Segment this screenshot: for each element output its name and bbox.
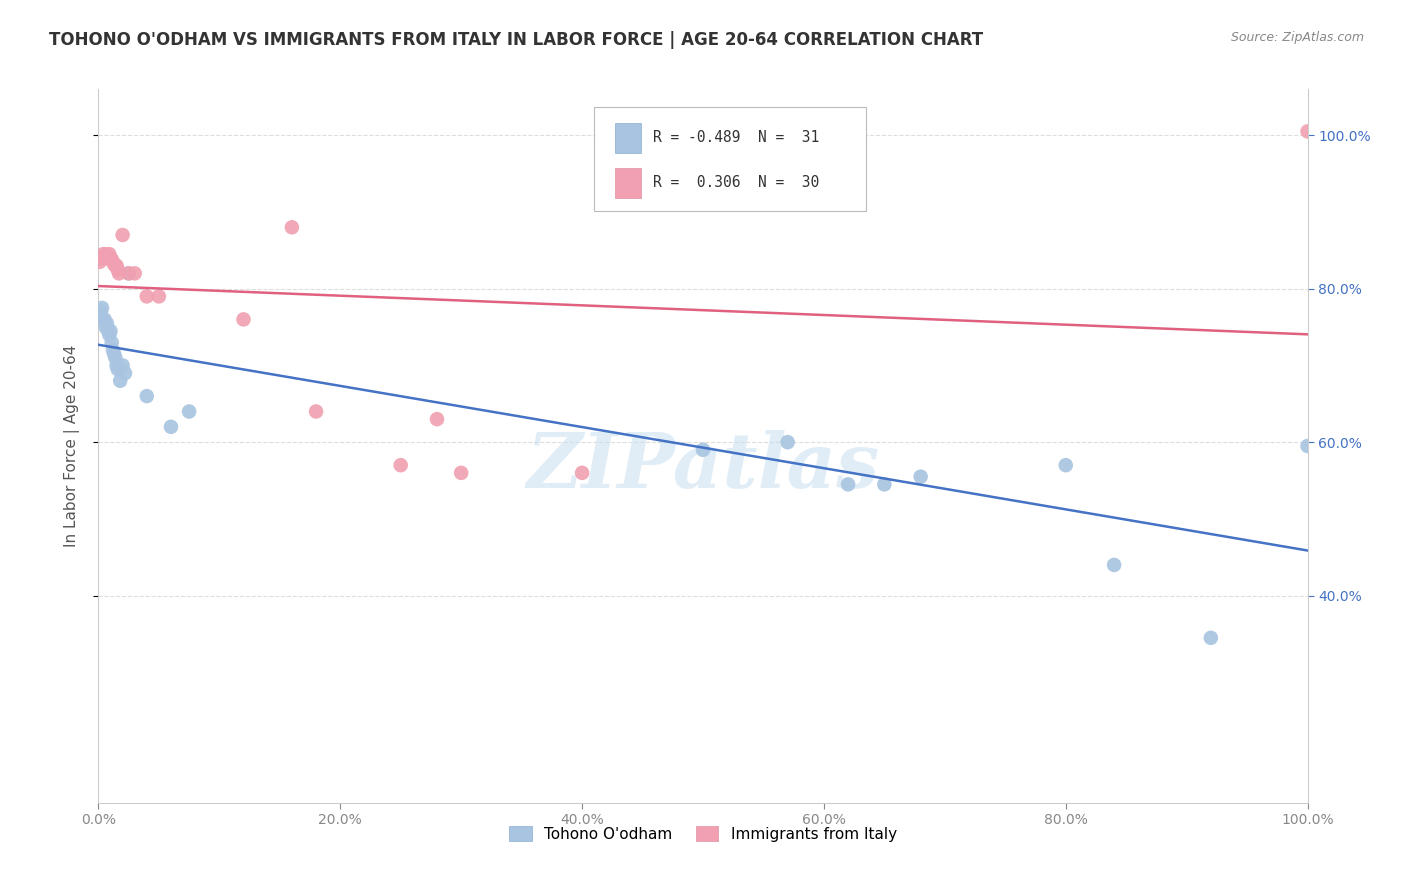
Point xyxy=(135,389,157,403)
Point xyxy=(104,351,127,365)
Point xyxy=(105,259,128,273)
Point xyxy=(873,477,896,491)
Point xyxy=(96,316,118,330)
Point xyxy=(108,266,131,280)
Point xyxy=(96,251,118,265)
Bar xyxy=(614,122,641,153)
Text: Source: ZipAtlas.com: Source: ZipAtlas.com xyxy=(1230,31,1364,45)
Point xyxy=(94,320,117,334)
Point xyxy=(232,312,254,326)
Point xyxy=(389,458,412,473)
Point xyxy=(305,404,328,418)
Point xyxy=(101,255,124,269)
Point xyxy=(98,247,121,261)
Point xyxy=(118,266,141,280)
Point xyxy=(118,266,141,280)
Bar xyxy=(614,168,641,198)
Point xyxy=(107,362,129,376)
Point xyxy=(100,324,122,338)
Point xyxy=(91,251,114,265)
Point xyxy=(93,251,115,265)
Point xyxy=(100,335,122,350)
Point xyxy=(1102,558,1125,572)
Point xyxy=(100,252,122,267)
Point xyxy=(108,374,131,388)
Text: TOHONO O'ODHAM VS IMMIGRANTS FROM ITALY IN LABOR FORCE | AGE 20-64 CORRELATION C: TOHONO O'ODHAM VS IMMIGRANTS FROM ITALY … xyxy=(49,31,983,49)
Point xyxy=(97,324,120,338)
Point xyxy=(103,257,125,271)
Point xyxy=(101,343,124,357)
Point xyxy=(124,266,146,280)
Point xyxy=(776,435,799,450)
Point xyxy=(107,262,129,277)
Point xyxy=(90,304,112,318)
Point xyxy=(160,419,183,434)
Point xyxy=(97,251,120,265)
Point xyxy=(91,301,114,315)
Point xyxy=(94,247,117,261)
Point xyxy=(571,466,593,480)
Point xyxy=(91,312,114,326)
Point xyxy=(281,220,304,235)
Point xyxy=(1296,124,1319,138)
Point xyxy=(93,312,115,326)
Y-axis label: In Labor Force | Age 20-64: In Labor Force | Age 20-64 xyxy=(63,345,80,547)
Point xyxy=(1199,631,1222,645)
Point xyxy=(114,366,136,380)
Point xyxy=(111,227,134,242)
Point xyxy=(148,289,170,303)
Point xyxy=(1296,439,1319,453)
Point xyxy=(100,251,122,265)
Point xyxy=(103,347,125,361)
Point xyxy=(450,466,472,480)
Point xyxy=(179,404,201,418)
Point xyxy=(105,359,128,373)
Point xyxy=(98,327,121,342)
Point xyxy=(111,359,134,373)
FancyBboxPatch shape xyxy=(595,107,866,211)
Point xyxy=(1054,458,1077,473)
Point xyxy=(837,477,859,491)
Legend: Tohono O'odham, Immigrants from Italy: Tohono O'odham, Immigrants from Italy xyxy=(509,826,897,841)
Text: R =  0.306  N =  30: R = 0.306 N = 30 xyxy=(654,176,820,190)
Point xyxy=(426,412,449,426)
Text: R = -0.489  N =  31: R = -0.489 N = 31 xyxy=(654,130,820,145)
Point xyxy=(104,259,127,273)
Point xyxy=(135,289,157,303)
Point xyxy=(910,469,932,483)
Point xyxy=(89,255,111,269)
Text: ZIPatlas: ZIPatlas xyxy=(526,431,880,504)
Point xyxy=(90,251,112,265)
Point xyxy=(91,247,114,261)
Point xyxy=(692,442,714,457)
